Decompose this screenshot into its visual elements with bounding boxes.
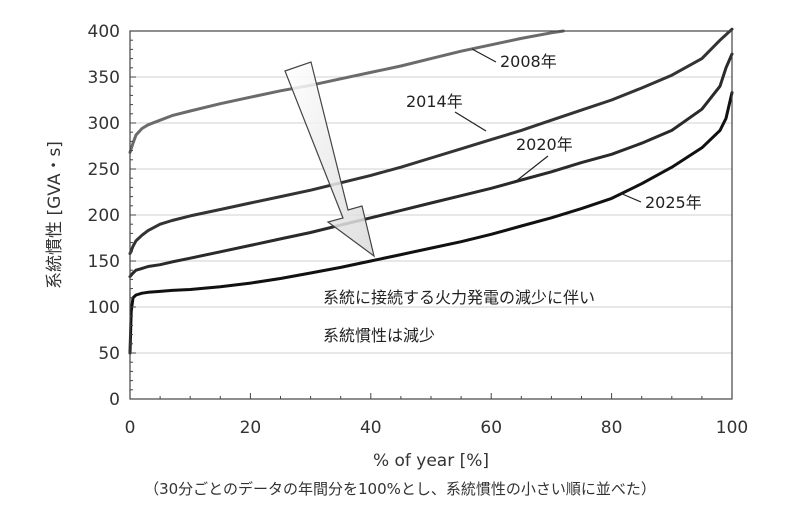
series-label-3: 2020年: [516, 135, 573, 154]
x-tick-label: 20: [240, 418, 262, 438]
x-tick-label: 60: [480, 418, 502, 438]
series-leader-line: [619, 192, 642, 203]
chart-caption: （30分ごとのデータの年間分を100%とし、系統慣性の小さい順に並べた）: [144, 480, 656, 498]
x-tick-label: 40: [360, 418, 382, 438]
decrease-arrow-icon: [284, 61, 375, 258]
series-line-3: [128, 52, 734, 279]
series-layer: [128, 27, 734, 355]
series-line-4: [128, 91, 734, 355]
y-tick-label: 250: [88, 160, 120, 180]
y-tick-label: 0: [109, 390, 120, 410]
y-tick-label: 50: [98, 344, 120, 364]
grid-layer: [130, 76, 732, 354]
x-tick-label: 0: [125, 418, 136, 438]
series-label-1: 2008年: [500, 52, 557, 71]
axis-layer: 0 50 100 150 200 250 300 350 400 0 20 40 60 80 100: [88, 22, 749, 438]
y-tick-label: 300: [88, 114, 120, 134]
annotation-line-1: 系統に接続する火力発電の減少に伴い: [323, 288, 595, 307]
series-label-4: 2025年: [645, 193, 702, 212]
y-tick-label: 200: [88, 206, 120, 226]
y-tick-label: 150: [88, 252, 120, 272]
series-leader-line: [471, 48, 497, 63]
series-leader-line: [514, 155, 549, 183]
x-tick-label: 100: [716, 418, 748, 438]
series-line-1: [128, 29, 565, 154]
y-tick-label: 100: [88, 298, 120, 318]
series-leader-line: [454, 111, 487, 132]
y-tick-label: 400: [88, 22, 120, 42]
y-tick-label: 350: [88, 68, 120, 88]
label-layer: % of year [%] 系統慣性 [GVA・s] 2008年 2014年 2020年…: [45, 48, 702, 471]
series-line-2: [128, 27, 734, 256]
annotation-line-2: 系統慣性は減少: [323, 326, 435, 345]
x-tick-label: 80: [601, 418, 623, 438]
arrow-layer: [284, 61, 375, 258]
x-axis-title: % of year [%]: [373, 451, 489, 471]
y-axis-title: 系統慣性 [GVA・s]: [45, 141, 65, 289]
series-label-2: 2014年: [406, 92, 463, 111]
